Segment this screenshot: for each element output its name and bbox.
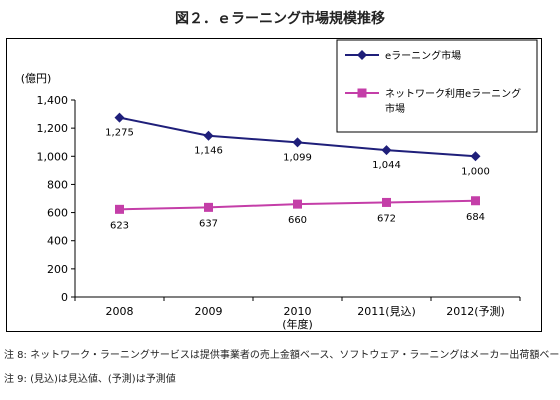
data-point	[381, 145, 392, 156]
data-point	[471, 196, 480, 206]
y-tick-label: 0	[61, 291, 68, 304]
x-tick-label: 2010	[284, 305, 312, 318]
y-tick-label: 400	[47, 235, 68, 248]
data-point	[203, 130, 214, 141]
data-point	[292, 137, 303, 148]
chart-title: 図２．ｅラーニング市場規模推移	[175, 11, 385, 27]
data-label: 1,044	[372, 160, 401, 171]
x-axis-label: (年度)	[282, 317, 313, 331]
y-tick-label: 200	[47, 263, 68, 276]
legend-marker	[357, 50, 367, 60]
x-tick-label: 2011(見込)	[357, 305, 416, 318]
legend-marker	[357, 88, 367, 98]
x-tick-label: 2008	[106, 305, 134, 318]
data-point	[115, 204, 124, 214]
y-tick-label: 600	[47, 207, 68, 220]
data-point	[382, 197, 391, 207]
legend-label: ネットワーク利用eラーニング	[385, 87, 521, 100]
data-point	[470, 151, 481, 162]
data-label: 684	[466, 212, 485, 223]
data-label: 1,000	[461, 166, 490, 177]
data-label: 623	[110, 220, 129, 231]
y-tick-label: 800	[47, 178, 68, 191]
legend-label: eラーニング市場	[385, 49, 461, 62]
y-axis-label: (億円)	[21, 72, 52, 85]
x-tick-label: 2009	[195, 305, 223, 318]
data-label: 660	[288, 215, 307, 226]
note-9: 注 9: (見込)は見込値、(予測)は予測値	[4, 374, 176, 385]
chart-frame	[6, 38, 542, 332]
data-point	[114, 112, 125, 123]
data-point	[293, 199, 302, 209]
data-label: 672	[377, 213, 396, 224]
data-label: 637	[199, 218, 218, 229]
x-tick-label: 2012(予測)	[446, 304, 505, 318]
data-label: 1,275	[105, 128, 134, 139]
note-8: 注 8: ネットワーク・ラーニングサービスは提供事業者の売上金額ベース、ソフトウ…	[4, 350, 560, 361]
data-label: 1,099	[283, 152, 312, 163]
y-tick-label: 1,200	[37, 122, 69, 135]
data-label: 1,146	[194, 146, 223, 157]
legend-label: 市場	[385, 102, 405, 115]
data-point	[204, 202, 213, 212]
y-tick-label: 1,400	[37, 94, 69, 107]
y-tick-label: 1,000	[37, 150, 69, 163]
